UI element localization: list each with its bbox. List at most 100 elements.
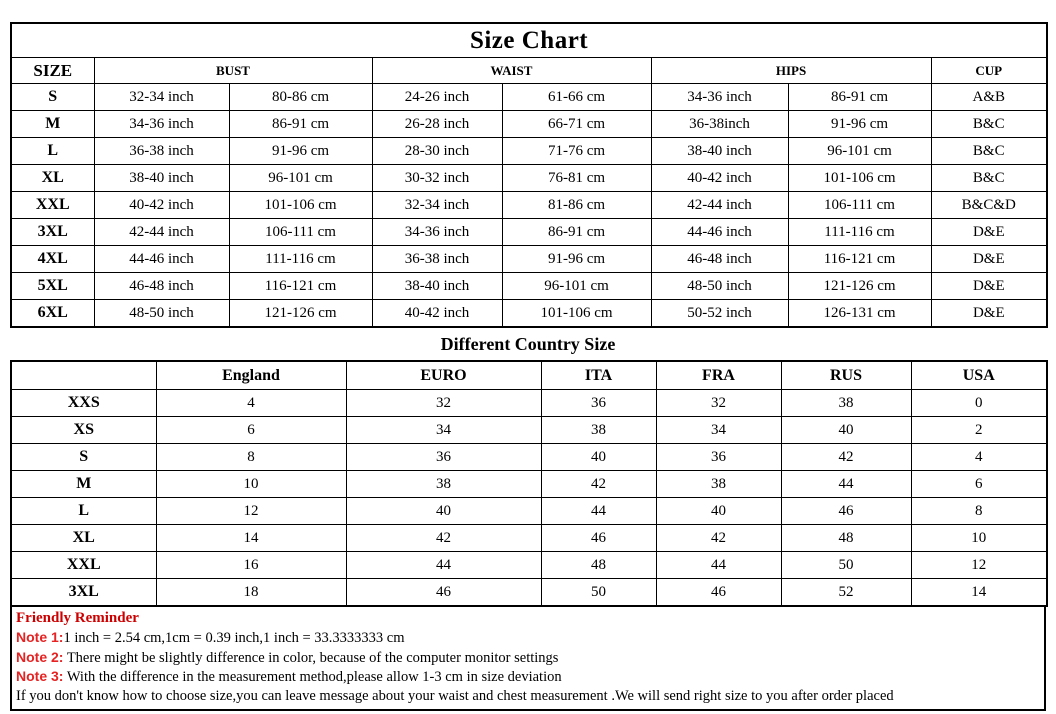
size-chart-table: Size Chart SIZE BUST WAIST HIPS CUP S 32-… <box>10 22 1049 328</box>
waist-inch-cell: 40-42 inch <box>371 299 503 328</box>
note-line: Note 2: There might be slightly differen… <box>16 648 1040 668</box>
size-chart-row: L 36-38 inch 91-96 cm 28-30 inch 71-76 cm 38-… <box>10 137 1048 165</box>
hips-inch-cell: 50-52 inch <box>650 299 789 328</box>
hips-cm-cell: 116-121 cm <box>787 245 932 273</box>
country-size-header-row: England EURO ITA FRA RUS USA <box>10 360 1048 390</box>
fra-cell: 34 <box>655 416 782 444</box>
country-size-row: XL 14 42 46 42 48 10 <box>10 524 1048 552</box>
cup-cell: A&B <box>930 83 1048 111</box>
hips-inch-cell: 46-48 inch <box>650 245 789 273</box>
rus-cell: 52 <box>780 578 912 607</box>
size-label-cell: L <box>10 137 95 165</box>
size-label-cell: S <box>10 83 95 111</box>
hips-cm-cell: 106-111 cm <box>787 191 932 219</box>
rus-cell: 38 <box>780 389 912 417</box>
waist-cm-cell: 96-101 cm <box>501 272 652 300</box>
country-size-label-cell: S <box>10 443 157 471</box>
waist-inch-cell: 26-28 inch <box>371 110 503 138</box>
bust-inch-cell: 44-46 inch <box>93 245 230 273</box>
usa-cell: 2 <box>910 416 1048 444</box>
hips-inch-cell: 40-42 inch <box>650 164 789 192</box>
bust-inch-cell: 34-36 inch <box>93 110 230 138</box>
hips-cm-cell: 101-106 cm <box>787 164 932 192</box>
waist-header-cell: WAIST <box>371 57 652 84</box>
note-3-text: With the difference in the measurement m… <box>63 669 562 686</box>
blank-header-cell <box>10 360 157 390</box>
waist-cm-cell: 81-86 cm <box>501 191 652 219</box>
size-chart-header-row: SIZE BUST WAIST HIPS CUP <box>10 57 1048 84</box>
fra-cell: 44 <box>655 551 782 579</box>
cup-cell: B&C <box>930 164 1048 192</box>
england-cell: 6 <box>155 416 347 444</box>
note-1-text: 1 inch = 2.54 cm,1cm = 0.39 inch,1 inch … <box>63 629 405 646</box>
note-2-label: Note 2: <box>16 648 64 665</box>
note-line: Note 1:1 inch = 2.54 cm,1cm = 0.39 inch,… <box>16 628 1040 648</box>
waist-cm-cell: 86-91 cm <box>501 218 652 246</box>
cup-header-cell: CUP <box>930 57 1048 84</box>
cup-cell: D&E <box>930 245 1048 273</box>
hips-cm-cell: 86-91 cm <box>787 83 932 111</box>
bust-cm-cell: 101-106 cm <box>228 191 373 219</box>
fra-cell: 38 <box>655 470 782 498</box>
bust-inch-cell: 48-50 inch <box>93 299 230 328</box>
size-chart-row: S 32-34 inch 80-86 cm 24-26 inch 61-66 cm 34-… <box>10 83 1048 111</box>
fra-cell: 40 <box>655 497 782 525</box>
waist-cm-cell: 91-96 cm <box>501 245 652 273</box>
ita-cell: 42 <box>540 470 657 498</box>
hips-inch-cell: 38-40 inch <box>650 137 789 165</box>
rus-cell: 42 <box>780 443 912 471</box>
note-line: Note 3: With the difference in the measu… <box>16 667 1040 687</box>
ita-cell: 46 <box>540 524 657 552</box>
waist-cm-cell: 76-81 cm <box>501 164 652 192</box>
bust-inch-cell: 36-38 inch <box>93 137 230 165</box>
bust-cm-cell: 91-96 cm <box>228 137 373 165</box>
size-label-cell: XL <box>10 164 95 192</box>
cup-cell: D&E <box>930 299 1048 328</box>
hips-header-cell: HIPS <box>650 57 932 84</box>
cup-cell: B&C&D <box>930 191 1048 219</box>
waist-cm-cell: 71-76 cm <box>501 137 652 165</box>
size-chart-row: 4XL 44-46 inch 111-116 cm 36-38 inch 91-96 c… <box>10 245 1048 273</box>
bust-inch-cell: 40-42 inch <box>93 191 230 219</box>
country-size-label-cell: XXS <box>10 389 157 417</box>
note-2-text: There might be slightly difference in co… <box>63 649 559 666</box>
rus-cell: 40 <box>780 416 912 444</box>
bust-cm-cell: 80-86 cm <box>228 83 373 111</box>
euro-cell: 32 <box>345 389 542 417</box>
hips-inch-cell: 36-38inch <box>650 110 789 138</box>
cup-cell: D&E <box>930 218 1048 246</box>
waist-cm-cell: 101-106 cm <box>501 299 652 328</box>
size-label-cell: 5XL <box>10 272 95 300</box>
friendly-reminder-heading: Friendly Reminder <box>16 610 139 626</box>
bust-cm-cell: 106-111 cm <box>228 218 373 246</box>
size-header-cell: SIZE <box>10 57 95 84</box>
bust-cm-cell: 121-126 cm <box>228 299 373 328</box>
usa-cell: 14 <box>910 578 1048 607</box>
ita-header-cell: ITA <box>540 360 657 390</box>
ita-cell: 38 <box>540 416 657 444</box>
hips-cm-cell: 126-131 cm <box>787 299 932 328</box>
bust-cm-cell: 116-121 cm <box>228 272 373 300</box>
fra-cell: 42 <box>655 524 782 552</box>
england-header-cell: England <box>155 360 347 390</box>
ita-cell: 48 <box>540 551 657 579</box>
rus-cell: 50 <box>780 551 912 579</box>
rus-header-cell: RUS <box>780 360 912 390</box>
size-chart-row: 6XL 48-50 inch 121-126 cm 40-42 inch 101-106… <box>10 299 1048 328</box>
ita-cell: 36 <box>540 389 657 417</box>
rus-cell: 48 <box>780 524 912 552</box>
bust-cm-cell: 86-91 cm <box>228 110 373 138</box>
waist-inch-cell: 28-30 inch <box>371 137 503 165</box>
country-size-table: England EURO ITA FRA RUS USA XXS 4 32 36 32 3… <box>10 360 1048 607</box>
fra-cell: 32 <box>655 389 782 417</box>
waist-inch-cell: 34-36 inch <box>371 218 503 246</box>
bust-inch-cell: 32-34 inch <box>93 83 230 111</box>
country-size-label-cell: XXL <box>10 551 157 579</box>
hips-cm-cell: 96-101 cm <box>787 137 932 165</box>
country-size-row: XS 6 34 38 34 40 2 <box>10 416 1048 444</box>
country-size-row: L 12 40 44 40 46 8 <box>10 497 1048 525</box>
ita-cell: 44 <box>540 497 657 525</box>
waist-inch-cell: 24-26 inch <box>371 83 503 111</box>
bust-header-cell: BUST <box>93 57 373 84</box>
size-label-cell: 6XL <box>10 299 95 328</box>
